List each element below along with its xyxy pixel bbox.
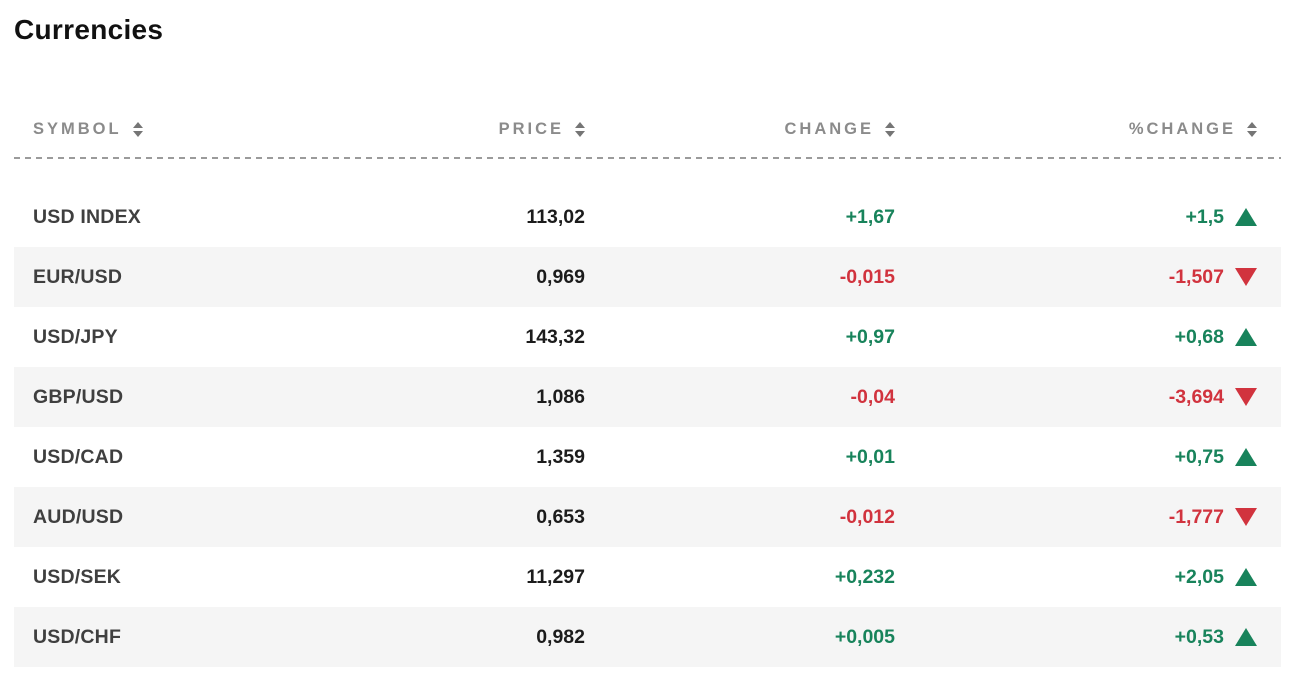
table-row[interactable]: USD/CHF 0,982 +0,005 +0,53 <box>14 607 1281 667</box>
triangle-up-icon <box>1235 448 1257 466</box>
pct-change-value: +0,68 <box>1174 325 1224 348</box>
table-header-row: SYMBOL PRICE CHANGE %CHANGE <box>14 101 1281 157</box>
table-body: USD INDEX 113,02 +1,67 +1,5 EUR/USD 0,96… <box>14 187 1281 667</box>
triangle-down-icon <box>1235 268 1257 286</box>
column-header-price[interactable]: PRICE <box>335 120 585 139</box>
symbol-cell: AUD/USD <box>33 505 124 528</box>
price-cell: 1,086 <box>536 385 585 408</box>
pct-change-value: +1,5 <box>1185 205 1225 228</box>
symbol-cell: GBP/USD <box>33 385 124 408</box>
sort-arrows-icon <box>1247 121 1257 137</box>
table-row[interactable]: GBP/USD 1,086 -0,04 -3,694 <box>14 367 1281 427</box>
pct-change-value: -1,777 <box>1168 505 1224 528</box>
table-row[interactable]: AUD/USD 0,653 -0,012 -1,777 <box>14 487 1281 547</box>
currencies-table: SYMBOL PRICE CHANGE %CHANGE USD INDEX 11… <box>14 101 1281 667</box>
price-cell: 0,969 <box>536 265 585 288</box>
header-divider <box>14 157 1281 159</box>
symbol-cell: USD/CHF <box>33 625 122 648</box>
change-cell: -0,012 <box>839 505 895 528</box>
table-row[interactable]: USD/SEK 11,297 +0,232 +2,05 <box>14 547 1281 607</box>
change-cell: +0,005 <box>834 625 895 648</box>
symbol-cell: USD/SEK <box>33 565 122 588</box>
symbol-cell: EUR/USD <box>33 265 123 288</box>
change-cell: +0,97 <box>845 325 895 348</box>
triangle-up-icon <box>1235 328 1257 346</box>
sort-arrows-icon <box>575 121 585 137</box>
pct-change-cell: +0,53 <box>895 626 1257 649</box>
change-cell: +0,01 <box>845 445 895 468</box>
column-header-symbol[interactable]: SYMBOL <box>33 120 335 139</box>
pct-change-cell: +0,75 <box>895 446 1257 469</box>
price-cell: 0,982 <box>536 625 585 648</box>
pct-change-cell: -3,694 <box>895 386 1257 409</box>
change-cell: -0,04 <box>850 385 895 408</box>
change-cell: -0,015 <box>839 265 895 288</box>
table-row[interactable]: USD/CAD 1,359 +0,01 +0,75 <box>14 427 1281 487</box>
price-cell: 0,653 <box>536 505 585 528</box>
symbol-cell: USD INDEX <box>33 205 141 228</box>
triangle-down-icon <box>1235 508 1257 526</box>
sort-arrows-icon <box>132 121 143 137</box>
pct-change-value: +0,75 <box>1174 445 1224 468</box>
column-header-price-label: PRICE <box>498 119 564 138</box>
table-row[interactable]: USD/JPY 143,32 +0,97 +0,68 <box>14 307 1281 367</box>
pct-change-value: +0,53 <box>1174 625 1224 648</box>
pct-change-value: -1,507 <box>1168 265 1224 288</box>
pct-change-cell: +2,05 <box>895 566 1257 589</box>
table-row[interactable]: USD INDEX 113,02 +1,67 +1,5 <box>14 187 1281 247</box>
table-row[interactable]: EUR/USD 0,969 -0,015 -1,507 <box>14 247 1281 307</box>
pct-change-cell: +1,5 <box>895 206 1257 229</box>
currencies-widget: Currencies SYMBOL PRICE CHANGE %CHANGE U… <box>14 14 1281 667</box>
column-header-symbol-label: SYMBOL <box>33 119 122 138</box>
column-header-change[interactable]: CHANGE <box>585 120 895 139</box>
triangle-up-icon <box>1235 628 1257 646</box>
pct-change-value: -3,694 <box>1168 385 1224 408</box>
price-cell: 113,02 <box>526 205 585 228</box>
triangle-up-icon <box>1235 568 1257 586</box>
symbol-cell: USD/CAD <box>33 445 124 468</box>
column-header-pct-change[interactable]: %CHANGE <box>895 120 1257 139</box>
symbol-cell: USD/JPY <box>33 325 118 348</box>
column-header-pct-change-label: %CHANGE <box>1128 119 1236 138</box>
triangle-down-icon <box>1235 388 1257 406</box>
change-cell: +1,67 <box>845 205 895 228</box>
column-header-change-label: CHANGE <box>784 119 874 138</box>
pct-change-cell: -1,777 <box>895 506 1257 529</box>
pct-change-value: +2,05 <box>1174 565 1224 588</box>
page-title: Currencies <box>14 14 164 45</box>
pct-change-cell: +0,68 <box>895 326 1257 349</box>
triangle-up-icon <box>1235 208 1257 226</box>
change-cell: +0,232 <box>834 565 895 588</box>
pct-change-cell: -1,507 <box>895 266 1257 289</box>
price-cell: 1,359 <box>536 445 585 468</box>
price-cell: 11,297 <box>526 565 585 588</box>
price-cell: 143,32 <box>525 325 585 348</box>
sort-arrows-icon <box>885 121 895 137</box>
